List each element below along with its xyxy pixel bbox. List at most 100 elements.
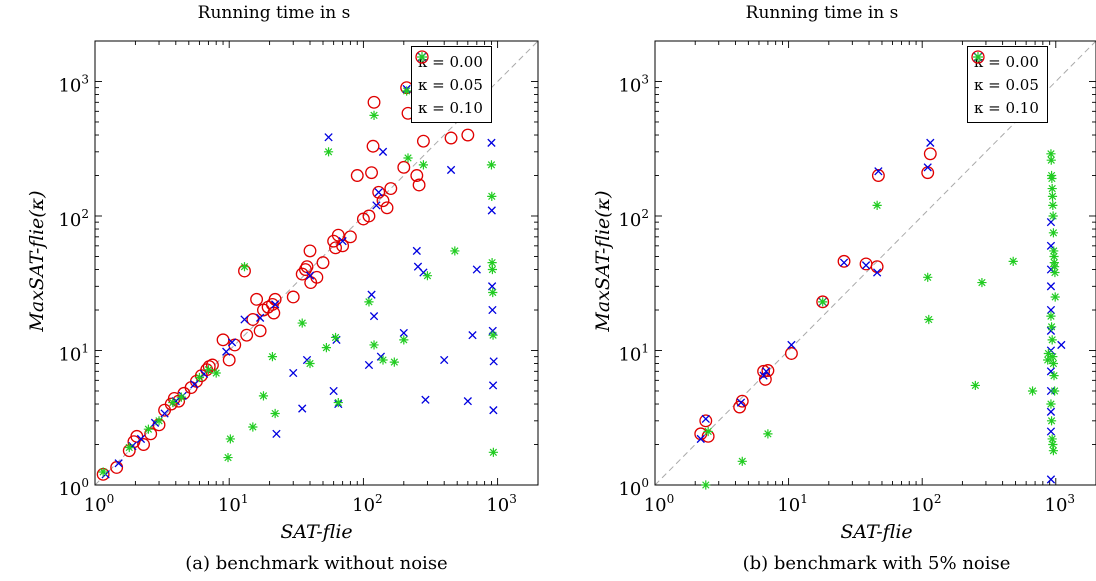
data-point: [701, 480, 711, 490]
y-tick-label: 103: [58, 72, 89, 96]
data-point: [160, 409, 169, 418]
data-point: [488, 447, 498, 457]
data-point: [871, 169, 885, 182]
data-point: [446, 165, 456, 175]
data-point: [1046, 416, 1057, 426]
data-point: [1048, 228, 1059, 238]
data-point: [1043, 355, 1053, 365]
data-point: [488, 381, 498, 390]
data-point: [926, 138, 935, 147]
data-point: [489, 406, 498, 415]
data-point: [472, 265, 481, 274]
chart-panel-b: Running time in s 100 101 102 103 100 101 102 1…: [548, 0, 1096, 581]
data-point: [369, 110, 379, 120]
data-point: [168, 397, 178, 408]
data-point: [329, 386, 338, 396]
data-point: [255, 313, 265, 322]
data-point: [923, 147, 937, 161]
data-point: [701, 414, 710, 424]
data-point: [299, 263, 312, 276]
data-point: [1049, 371, 1059, 381]
legend-label: κ = 0.00: [974, 52, 1039, 71]
data-point: [784, 347, 798, 360]
data-point: [389, 357, 399, 367]
data-point: [1047, 183, 1057, 194]
data-point: [316, 256, 330, 270]
data-point: [410, 169, 424, 182]
data-point: [369, 312, 379, 321]
data-point: [272, 429, 281, 438]
legend-label: κ = 0.10: [974, 98, 1039, 117]
data-point: [1046, 399, 1056, 409]
legend: κ = 0.00 κ = 0.05 κ = 0.10: [411, 46, 492, 123]
data-point: [440, 355, 449, 365]
data-point: [378, 355, 388, 365]
data-point: [362, 209, 376, 223]
legend: κ = 0.00 κ = 0.05 κ = 0.10: [967, 46, 1048, 123]
data-point: [333, 397, 343, 408]
data-point: [1046, 475, 1056, 484]
chart-caption: (a) benchmark without noise: [185, 553, 448, 574]
data-point: [1008, 256, 1018, 266]
data-point: [487, 264, 498, 275]
data-point: [1047, 335, 1057, 345]
data-point: [923, 163, 932, 172]
data-point: [412, 246, 421, 256]
series-0: [96, 81, 475, 481]
x-tick-label: 101: [777, 492, 808, 516]
data-point: [1050, 386, 1060, 396]
data-point: [461, 128, 475, 142]
data-point: [378, 147, 388, 156]
y-tick-label: 100: [618, 476, 649, 500]
y-tick-label: 102: [618, 207, 649, 231]
data-point: [489, 357, 498, 366]
x-axis-label: SAT-flie: [840, 521, 913, 543]
data-point: [487, 282, 497, 291]
x-tick-label: 103: [486, 492, 517, 516]
data-point: [1050, 262, 1060, 272]
data-point: [837, 254, 851, 268]
data-point: [418, 160, 429, 170]
data-point: [331, 228, 345, 242]
legend-item: κ = 0.00: [971, 50, 1039, 73]
data-point: [1057, 340, 1066, 350]
data-point: [203, 365, 214, 375]
data-point: [369, 340, 379, 350]
data-point: [923, 272, 933, 282]
data-point: [970, 380, 980, 391]
legend-marker: [973, 52, 983, 62]
data-point: [1047, 173, 1057, 184]
data-point: [1047, 434, 1057, 444]
data-point: [399, 335, 409, 345]
data-point: [694, 427, 708, 441]
data-point: [321, 343, 331, 353]
chart-caption: (b) benchmark with 5% noise: [742, 553, 1011, 574]
chart-title: Running time in s: [197, 3, 351, 23]
data-point: [921, 166, 935, 180]
plot-frame: [654, 40, 1096, 486]
data-point: [194, 372, 205, 383]
data-point: [818, 297, 828, 307]
data-point: [757, 364, 771, 378]
legend-marker: [971, 50, 985, 64]
data-point: [323, 147, 334, 157]
data-point: [338, 237, 347, 246]
series-2: [98, 86, 498, 477]
data-point: [343, 230, 357, 244]
data-point: [216, 333, 230, 347]
chart-panel-a: Running time in s 100 101 102 103 100 101 102 1…: [26, 3, 539, 574]
data-point: [1048, 439, 1058, 450]
data-point: [270, 408, 280, 419]
data-point: [488, 305, 497, 315]
data-point: [297, 318, 307, 328]
data-point: [114, 459, 123, 468]
data-point: [488, 330, 498, 340]
y-axis-label: MaxSAT-flie(κ): [592, 190, 614, 332]
data-point: [350, 169, 364, 182]
x-axis-label: SAT-flie: [280, 521, 353, 543]
data-point: [1049, 246, 1059, 256]
data-point: [924, 314, 934, 325]
data-point: [372, 201, 381, 210]
data-point: [787, 340, 796, 350]
data-point: [422, 271, 433, 281]
